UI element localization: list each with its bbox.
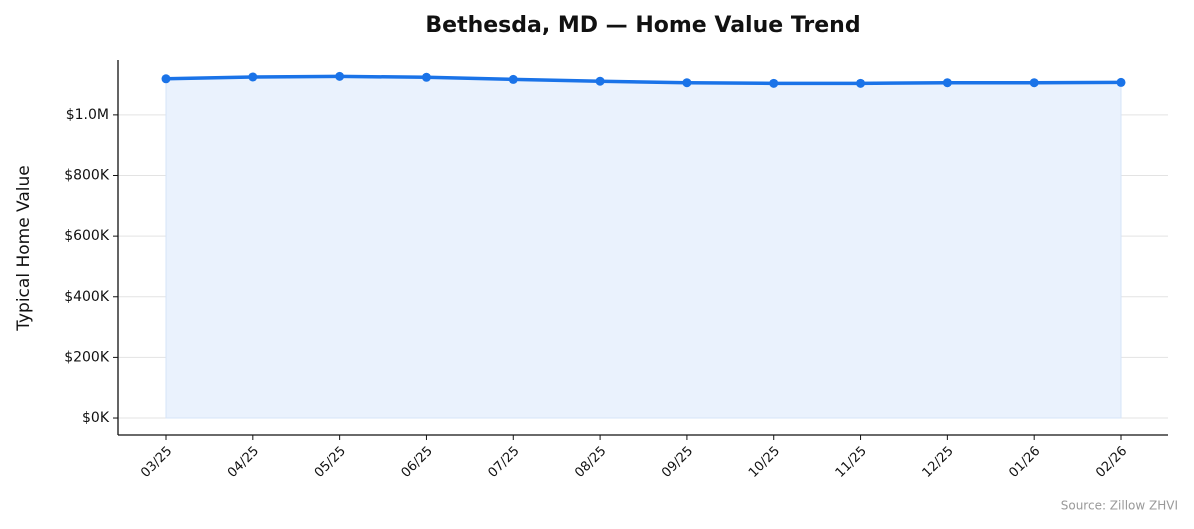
point (335, 71, 345, 81)
x-tick-label: 06/25 (399, 444, 436, 481)
source-note: Source: Zillow ZHVI (1061, 499, 1178, 513)
point (856, 78, 866, 88)
line (165, 74, 1122, 86)
point (421, 72, 431, 82)
x-tick-label: 09/25 (659, 444, 696, 481)
point (1116, 77, 1126, 87)
x-tick-label: 08/25 (572, 444, 609, 481)
area (165, 75, 1122, 419)
x-tick-label: 12/25 (920, 444, 957, 481)
chart-title: Bethesda, MD — Home Value Trend (425, 13, 860, 38)
point (161, 74, 171, 84)
y-tick-label: $1.0M (66, 107, 109, 123)
point (595, 76, 605, 86)
point (682, 78, 692, 88)
x-tick-label: 05/25 (312, 444, 349, 481)
y-tick-label: $600K (64, 228, 110, 244)
point (942, 78, 952, 88)
y-tick-label: $400K (64, 289, 110, 305)
point (1029, 78, 1039, 88)
x-tick-label: 02/26 (1093, 444, 1130, 481)
point (508, 74, 518, 84)
y-axis-label: Typical Home Value (14, 165, 34, 332)
x-tick-label: 07/25 (485, 444, 522, 481)
x-tick-label: 04/25 (225, 444, 262, 481)
x-tick-label: 10/25 (746, 444, 783, 481)
y-tick-label: $200K (64, 349, 110, 365)
y-tick-label: $800K (64, 168, 110, 184)
point (769, 78, 779, 88)
x-tick-label: 01/26 (1006, 444, 1043, 481)
point (248, 72, 258, 82)
x-tick-label: 11/25 (833, 444, 870, 481)
y-tick-label: $0K (82, 410, 110, 426)
x-tick-label: 03/25 (138, 444, 175, 481)
